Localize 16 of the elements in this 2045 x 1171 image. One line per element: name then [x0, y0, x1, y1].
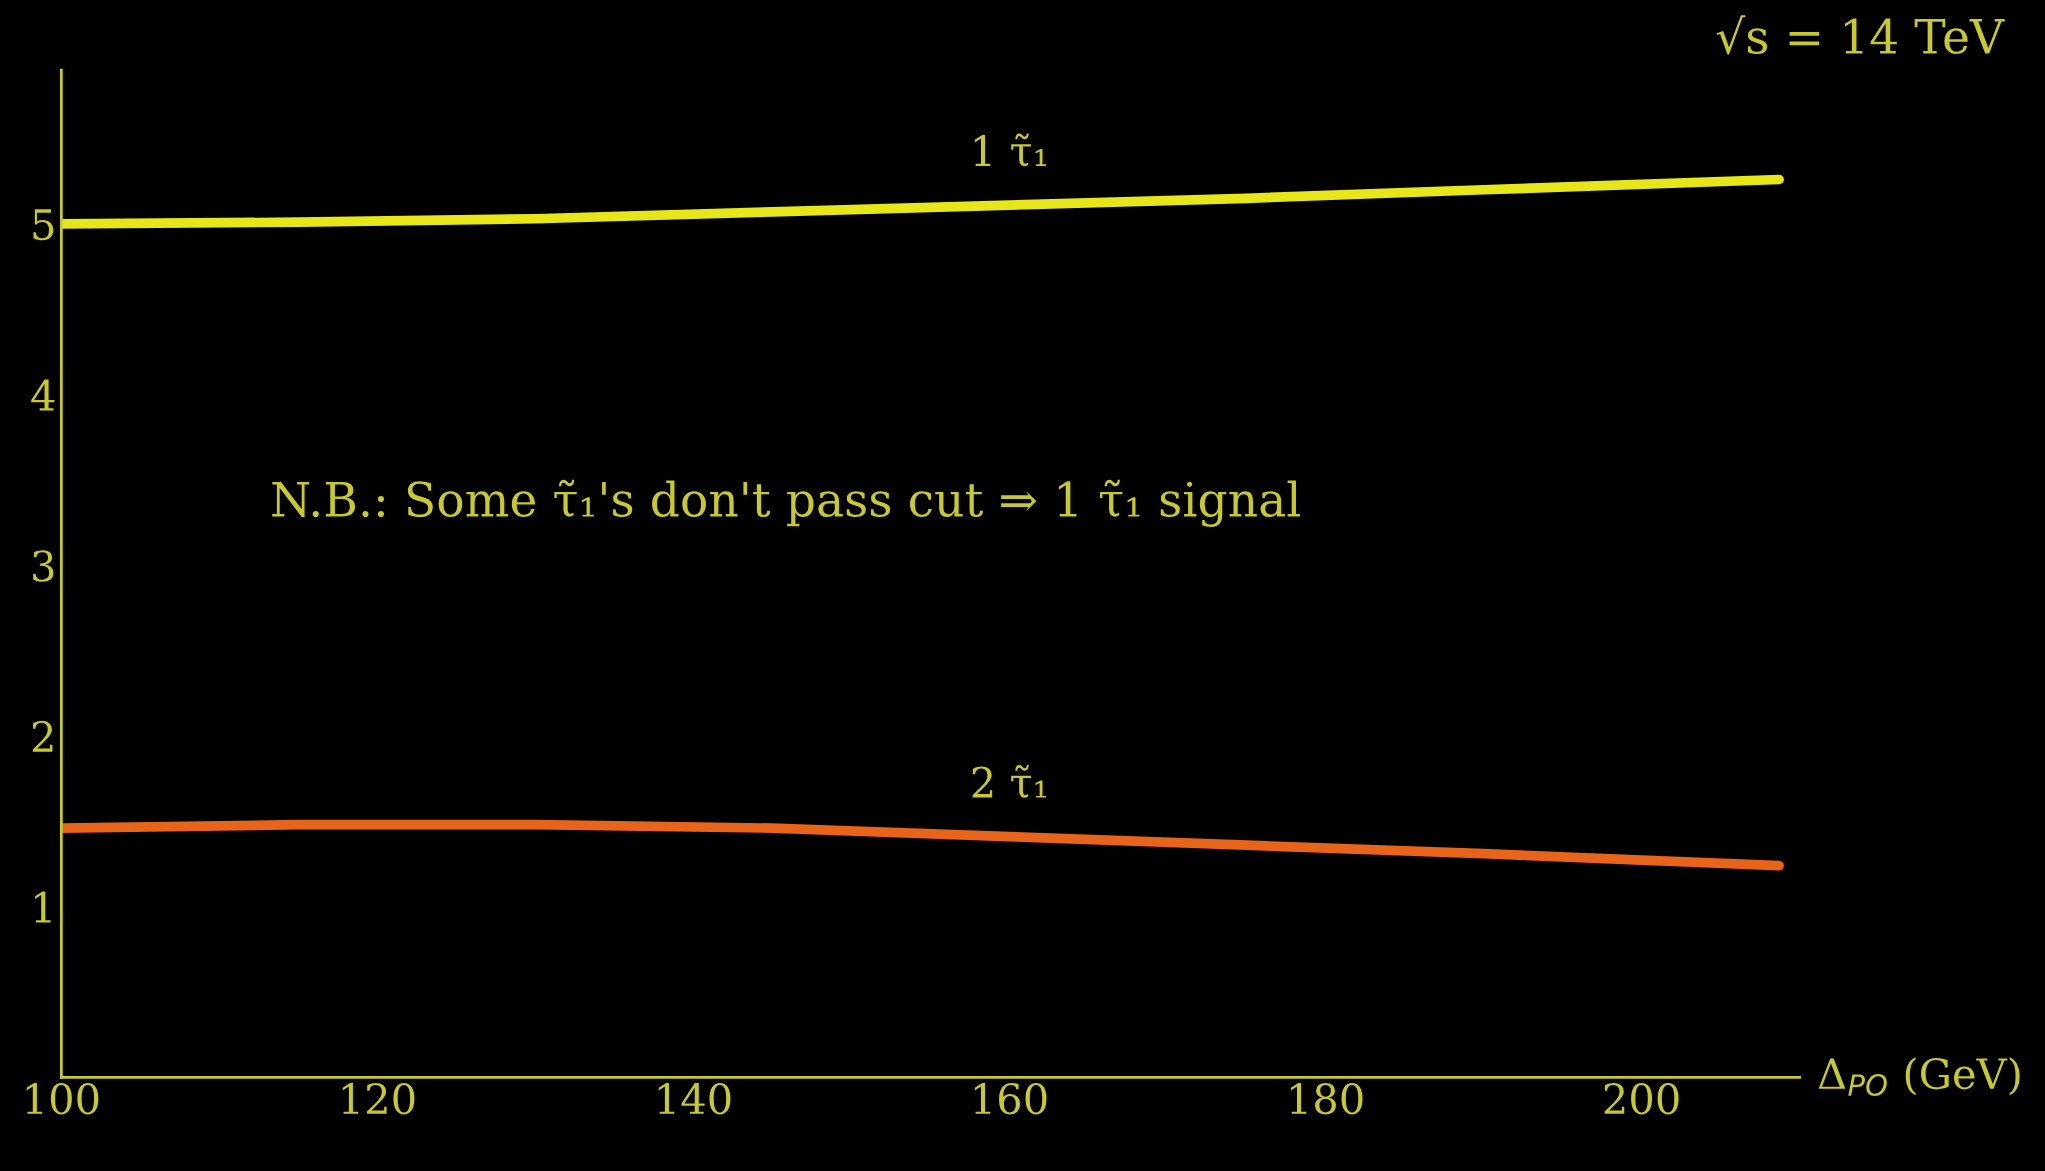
text: √s = 14 TeV: [1716, 15, 2005, 55]
x-axis-title: Δ$_{PO}$ (GeV): [1818, 1057, 2020, 1097]
y-tick-label: 3: [33, 550, 54, 582]
x-tick-label: 160: [974, 1082, 1047, 1115]
series-label: 1 τ̃₁: [974, 133, 1047, 167]
x-tick-label: 140: [658, 1082, 731, 1115]
x-tick-label: 120: [342, 1082, 415, 1115]
x-tick-label: 180: [1290, 1082, 1363, 1115]
y-tick-label: 2: [32, 720, 53, 752]
annotation: N.B.: Some τ̃₁'s don't pass cut ⇒ 1 τ̃₁ signal: [272, 479, 1300, 527]
y-tick-label: 5: [33, 209, 54, 241]
series-label: 2 τ̃₁: [972, 765, 1047, 798]
y-tick-label: 4: [31, 379, 55, 411]
x-tick-label: 100: [26, 1082, 99, 1115]
x-tick-label: 200: [1604, 1082, 1679, 1115]
y-tick-label: 1: [35, 891, 51, 923]
